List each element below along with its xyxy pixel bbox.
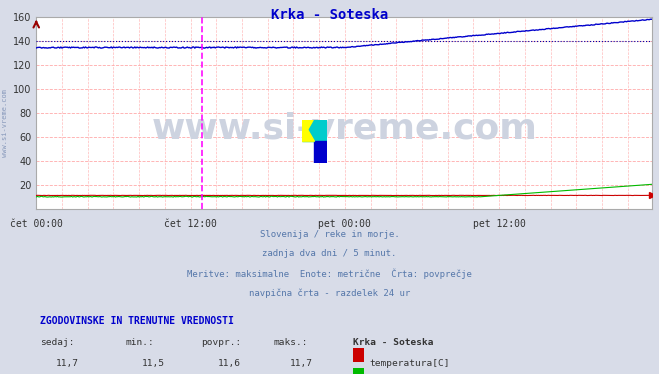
Text: maks.:: maks.: bbox=[273, 338, 308, 347]
Text: ZGODOVINSKE IN TRENUTNE VREDNOSTI: ZGODOVINSKE IN TRENUTNE VREDNOSTI bbox=[40, 316, 233, 326]
Text: Krka - Soteska: Krka - Soteska bbox=[353, 338, 433, 347]
Text: temperatura[C]: temperatura[C] bbox=[369, 359, 449, 368]
Text: navpična črta - razdelek 24 ur: navpična črta - razdelek 24 ur bbox=[249, 288, 410, 298]
Text: sedaj:: sedaj: bbox=[40, 338, 74, 347]
Bar bbox=[314, 141, 327, 163]
Text: čet 12:00: čet 12:00 bbox=[164, 219, 217, 229]
Bar bbox=[314, 120, 327, 141]
Text: www.si-vreme.com: www.si-vreme.com bbox=[2, 89, 9, 157]
Text: min.:: min.: bbox=[125, 338, 154, 347]
Text: čet 00:00: čet 00:00 bbox=[10, 219, 63, 229]
Text: 11,6: 11,6 bbox=[217, 359, 241, 368]
Text: povpr.:: povpr.: bbox=[201, 338, 241, 347]
Text: pet 00:00: pet 00:00 bbox=[318, 219, 371, 229]
Polygon shape bbox=[302, 120, 314, 141]
Text: Meritve: maksimalne  Enote: metrične  Črta: povprečje: Meritve: maksimalne Enote: metrične Črta… bbox=[187, 269, 472, 279]
Text: 11,7: 11,7 bbox=[290, 359, 313, 368]
Text: zadnja dva dni / 5 minut.: zadnja dva dni / 5 minut. bbox=[262, 249, 397, 258]
Text: Slovenija / reke in morje.: Slovenija / reke in morje. bbox=[260, 230, 399, 239]
Text: pet 12:00: pet 12:00 bbox=[473, 219, 526, 229]
Text: 11,7: 11,7 bbox=[56, 359, 79, 368]
Text: 11,5: 11,5 bbox=[142, 359, 165, 368]
Bar bbox=[302, 120, 314, 141]
Text: www.si-vreme.com: www.si-vreme.com bbox=[152, 111, 537, 145]
Text: Krka - Soteska: Krka - Soteska bbox=[271, 8, 388, 22]
Polygon shape bbox=[302, 120, 314, 141]
